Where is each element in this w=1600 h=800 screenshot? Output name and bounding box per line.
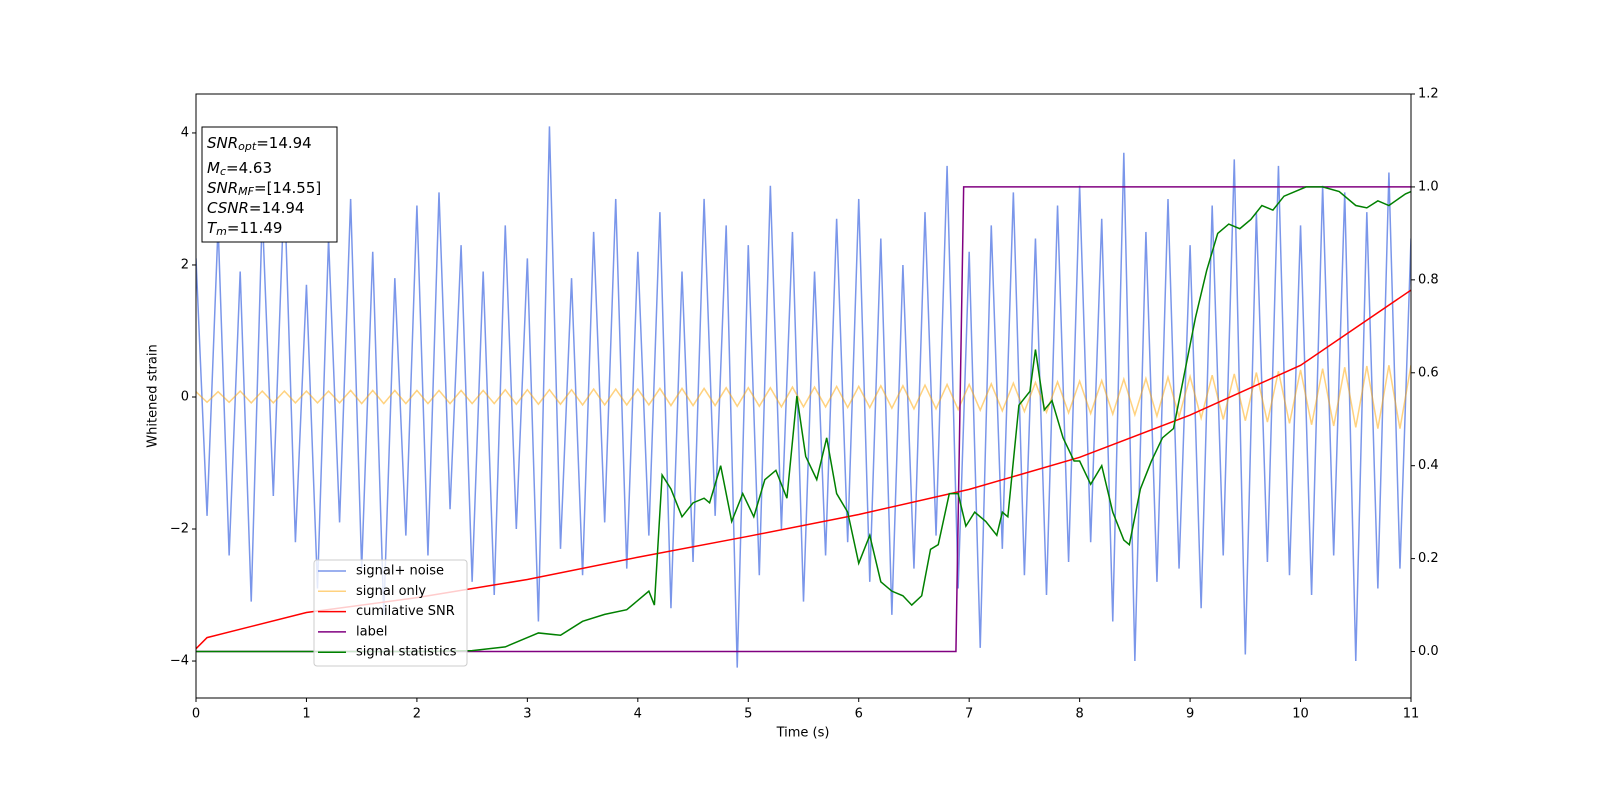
legend-label: signal+ noise	[356, 564, 444, 579]
x-axis-label: Time (s)	[776, 726, 830, 741]
y2-tick-label: 1.2	[1418, 87, 1439, 102]
y2-tick-label: 0.2	[1418, 551, 1439, 566]
x-tick-label: 0	[192, 707, 200, 722]
x-tick-label: 2	[413, 707, 421, 722]
annotation: Tm=11.49	[207, 219, 282, 239]
y2-tick-label: 1.0	[1418, 179, 1439, 194]
annotation-text: =[14.55]	[254, 179, 321, 197]
x-tick-label: 11	[1403, 707, 1420, 722]
legend-label: signal statistics	[356, 645, 457, 660]
annotation-text: =4.63	[226, 159, 272, 177]
x-tick-label: 6	[855, 707, 863, 722]
y-tick-label: −2	[170, 522, 189, 537]
y-tick-label: 0	[181, 389, 189, 404]
annotation-var: SNR	[207, 134, 238, 152]
annotation-box	[201, 126, 338, 243]
annotation-var: T	[207, 219, 218, 237]
annotation: SNRopt=14.94	[207, 134, 312, 154]
y-tick-label: 2	[181, 257, 189, 272]
series-line	[196, 365, 1411, 429]
x-tick-label: 10	[1292, 707, 1309, 722]
x-tick-label: 7	[965, 707, 973, 722]
legend-label: cumilative SNR	[356, 604, 455, 619]
series-line	[196, 186, 1411, 653]
y2-tick-label: 0.4	[1418, 458, 1439, 473]
x-tick-label: 9	[1186, 707, 1194, 722]
series-line	[196, 289, 1411, 650]
legend-label: signal only	[356, 584, 426, 599]
annotation-text: =14.94	[256, 134, 312, 152]
series-line	[196, 126, 1411, 668]
annotation-var: SNR	[207, 179, 238, 197]
annotation-sub: m	[216, 225, 227, 238]
y2-tick-label: 0.8	[1418, 272, 1439, 287]
plot-frame	[195, 93, 1412, 699]
x-tick-label: 8	[1075, 707, 1083, 722]
annotation-sub: c	[220, 165, 226, 178]
annotation: SNRMF=[14.55]	[207, 179, 321, 199]
annotation: CSNR=14.94	[207, 199, 304, 217]
x-tick-label: 1	[302, 707, 310, 722]
legend-box	[313, 559, 468, 667]
annotation-var: CSNR	[207, 199, 249, 217]
annotation: Mc=4.63	[207, 159, 272, 179]
annotation-sub: opt	[238, 140, 257, 153]
series-line	[196, 186, 1411, 653]
legend-label: label	[356, 624, 387, 639]
annotation-var: M	[207, 159, 220, 177]
x-tick-label: 3	[523, 707, 531, 722]
annotation-text: =11.49	[227, 219, 283, 237]
y2-tick-label: 0.6	[1418, 365, 1439, 380]
y2-tick-label: 0.0	[1418, 644, 1439, 659]
y-axis-label: Whitened strain	[146, 344, 161, 447]
y-tick-label: 4	[181, 125, 189, 140]
x-tick-label: 4	[634, 707, 642, 722]
x-tick-label: 5	[744, 707, 752, 722]
y-tick-label: −4	[170, 654, 189, 669]
annotation-text: =14.94	[249, 199, 305, 217]
annotation-sub: MF	[238, 185, 254, 198]
